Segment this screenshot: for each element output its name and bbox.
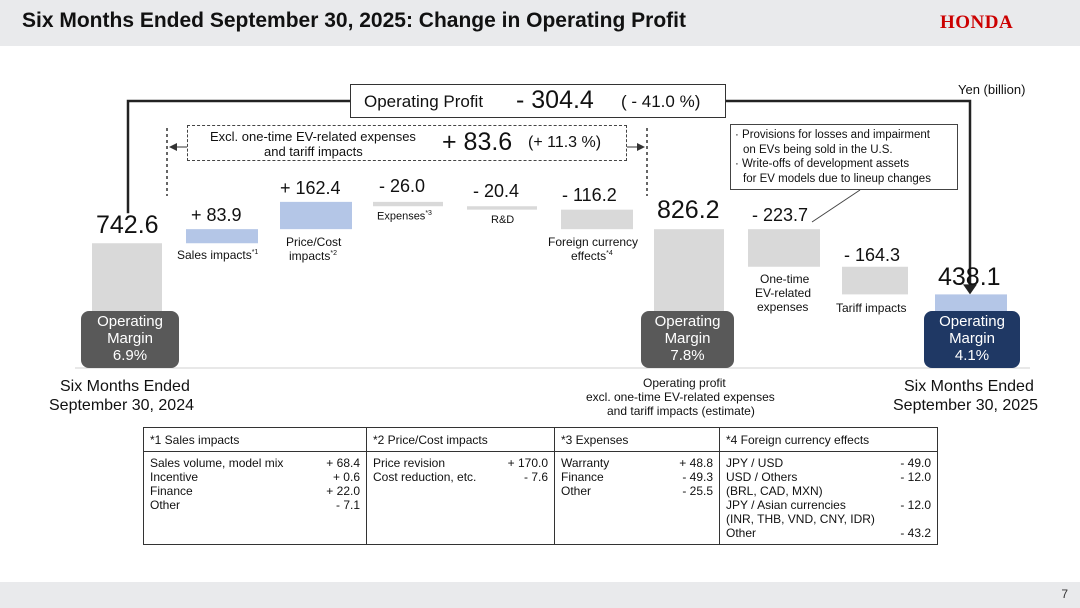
margin-label-1: Operating [97, 313, 163, 330]
margin-label-1: Operating [939, 313, 1005, 330]
table-header: *1 Sales impacts [143, 427, 367, 452]
waterfall-bar [280, 201, 352, 230]
honda-logo: HONDA [940, 12, 1014, 33]
waterfall-bar [373, 201, 443, 207]
table-row: Finance - 49.3 [561, 470, 713, 484]
note-callout-line [811, 189, 861, 223]
op-value: - 304.4 [516, 86, 594, 114]
table-row: Price revision + 170.0 [373, 456, 548, 470]
cat-label-price-1: Price/Cost [286, 235, 342, 249]
bar-value-excl: 826.2 [657, 196, 720, 224]
unit-label: Yen (billion) [958, 82, 1026, 97]
table-row: Finance + 22.0 [150, 484, 360, 498]
table-row: Warranty + 48.8 [561, 456, 713, 470]
cat-label-rd: R&D [491, 214, 515, 226]
margin-box-2024: Operating Margin 6.9% [81, 311, 179, 368]
bar-value-fx: - 116.2 [562, 185, 617, 205]
cat-label-ev-3: expenses [757, 300, 809, 314]
table-header: *4 Foreign currency effects [719, 427, 938, 452]
arrow-head [963, 284, 977, 295]
bar-value-2025: 438.1 [938, 263, 1001, 291]
breakdown-table: *1 Sales impacts *2 Price/Cost impacts *… [143, 427, 938, 545]
cat-label-ev-1: One-time [760, 272, 810, 286]
waterfall-bar [748, 229, 820, 267]
waterfall-bar [186, 229, 258, 244]
table-cell-sales: Sales volume, model mix + 68.4 Incentive +… [143, 451, 367, 545]
table-row: Other - 25.5 [561, 484, 713, 498]
margin-box-2025: Operating Margin 4.1% [924, 311, 1020, 368]
cat-label-excl-1: Operating profit [643, 376, 726, 390]
table-header: *2 Price/Cost impacts [366, 427, 555, 452]
waterfall-bar [842, 266, 908, 295]
table-row: Sales volume, model mix + 68.4 [150, 456, 360, 470]
excl-label-1: Excl. one-time EV-related expenses [210, 129, 416, 144]
note-line: · Provisions for losses and impairment [735, 129, 930, 141]
note-line: · Write-offs of development assets [735, 158, 910, 170]
cat-label-ev-2: EV-related [755, 286, 812, 300]
footer-bar [0, 582, 1080, 608]
excl-label-2: and tariff impacts [264, 144, 363, 159]
note-line: on EVs being sold in the U.S. [743, 143, 893, 156]
op-label: Operating Profit [364, 92, 484, 111]
margin-value: 4.1% [954, 347, 990, 364]
table-row: (INR, THB, VND, CNY, IDR) [726, 512, 875, 526]
excl-value: + 83.6 [442, 128, 513, 156]
cat-label-price-2: impacts*2 [289, 249, 337, 263]
table-row: Incentive + 0.6 [150, 470, 360, 484]
table-row: USD / Others - 12.0 [726, 470, 931, 484]
cat-label-excl-2: excl. one-time EV-related expenses [586, 390, 775, 404]
bar-value-rd: - 20.4 [473, 181, 520, 201]
margin-label-2: Margin [664, 330, 711, 347]
excl-box: Excl. one-time EV-related expenses and t… [187, 125, 627, 161]
margin-value: 7.8% [670, 347, 705, 364]
bar-value-tariff: - 164.3 [844, 245, 901, 265]
cat-label-excl-3: and tariff impacts (estimate) [607, 404, 755, 418]
bar-value-expenses: - 26.0 [379, 176, 426, 196]
note-line: for EV models due to lineup changes [743, 172, 931, 185]
bar-value-ev: - 223.7 [752, 205, 809, 225]
connector-right [726, 99, 972, 287]
cat-label-sales: Sales impacts*1 [177, 248, 259, 262]
excl-arrow-left [169, 143, 177, 151]
op-pct: ( - 41.0 %) [621, 92, 701, 111]
operating-profit-box: Operating Profit - 304.4 ( - 41.0 %) [350, 84, 726, 118]
cat-label-tariff: Tariff impacts [836, 301, 907, 315]
page-number: 7 [1061, 587, 1068, 601]
excl-pct: (+ 11.3 %) [528, 134, 602, 151]
cat-label-2025-2: September 30, 2025 [893, 397, 1038, 414]
table-row: JPY / Asian currencies - 12.0 [726, 498, 931, 512]
table-header: *3 Expenses [554, 427, 720, 452]
table-row: Cost reduction, etc. - 7.6 [373, 470, 548, 484]
cat-label-2024-2: September 30, 2024 [49, 397, 194, 414]
waterfall-bar [467, 206, 537, 210]
waterfall-bar [561, 209, 633, 230]
margin-label-2: Margin [949, 330, 995, 347]
ev-note-box: · Provisions for losses and impairment o… [730, 124, 958, 190]
cat-label-2024-1: Six Months Ended [60, 378, 190, 395]
table-cell-fx: JPY / USD - 49.0 USD / Others - 12.0 (BRL,… [719, 451, 938, 545]
table-cell-price: Price revision + 170.0 Cost reduction, et… [366, 451, 555, 545]
margin-value: 6.9% [112, 347, 148, 364]
bar-value-price: + 162.4 [280, 178, 341, 198]
bar-value-2024: 742.6 [96, 211, 159, 239]
cat-label-fx-2: effects*4 [571, 249, 613, 263]
cat-label-expenses: Expenses*3 [377, 210, 432, 223]
table-row: (BRL, CAD, MXN) [726, 484, 823, 498]
margin-label-2: Margin [107, 330, 153, 347]
table-row: Other - 7.1 [150, 498, 360, 512]
margin-label-1: Operating [654, 313, 721, 330]
cat-label-2025-1: Six Months Ended [904, 378, 1034, 395]
table-cell-expenses: Warranty + 48.8 Finance - 49.3 Other - 25.5 [554, 451, 720, 545]
table-row: JPY / USD - 49.0 [726, 456, 931, 470]
slide-title: Six Months Ended September 30, 2025: Cha… [22, 9, 686, 32]
excl-arrow-right [637, 143, 645, 151]
cat-label-fx-1: Foreign currency [548, 235, 639, 249]
margin-box-excl: Operating Margin 7.8% [641, 311, 734, 368]
bar-value-sales: + 83.9 [191, 205, 242, 225]
header-bar: Six Months Ended September 30, 2025: Cha… [0, 0, 1080, 46]
connector-left [126, 99, 350, 214]
table-row: Other - 43.2 [726, 526, 931, 540]
